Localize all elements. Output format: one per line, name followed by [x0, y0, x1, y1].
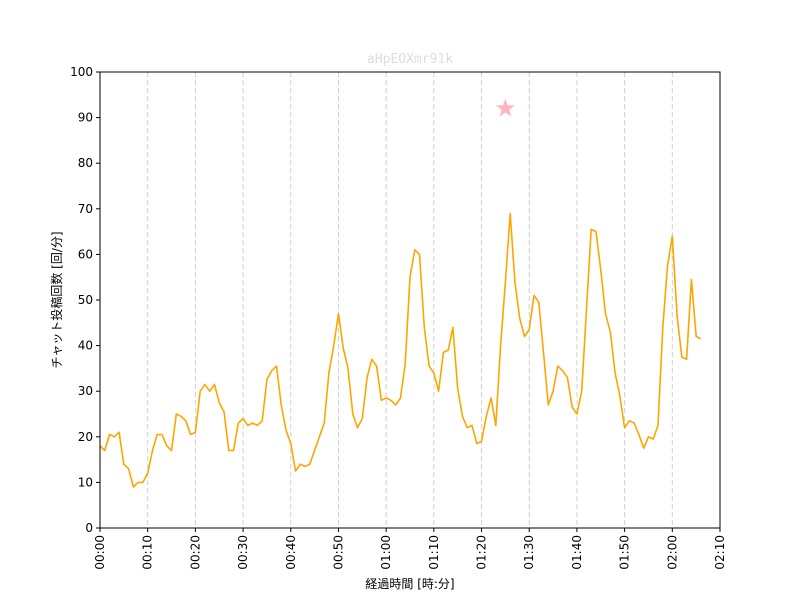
y-tick-label: 80 [78, 156, 93, 170]
y-tick-label: 50 [78, 293, 93, 307]
y-tick-label: 10 [78, 475, 93, 489]
y-tick-label: 60 [78, 247, 93, 261]
x-tick-label: 00:50 [331, 535, 345, 570]
vertical-grid [147, 72, 673, 528]
x-tick-label: 00:40 [284, 535, 298, 570]
y-axis-label: チャット投稿回数 [回/分] [49, 231, 64, 368]
series-group [99, 212, 702, 488]
y-tick-label: 70 [78, 202, 93, 216]
x-tick-label: 01:10 [427, 535, 441, 570]
x-tick-label: 02:00 [665, 535, 679, 570]
y-tick-label: 100 [70, 65, 93, 79]
x-tick-label: 00:10 [141, 535, 155, 570]
x-tick-label: 02:10 [713, 535, 727, 570]
chart-title: aHpEOXmr91k [367, 52, 453, 67]
x-tick-label: 01:40 [570, 535, 584, 570]
x-tick-label: 01:30 [522, 535, 536, 570]
star-marker [495, 98, 515, 117]
x-tick-label: 01:50 [618, 535, 632, 570]
x-axis-ticks: 00:00 00:10 00:20 00:30 00:40 00:50 01:00 01:10… [93, 528, 727, 570]
x-axis-label: 経過時間 [時:分] [365, 577, 454, 591]
x-tick-label: 01:20 [475, 535, 489, 570]
y-axis-ticks: 0 10 20 30 40 50 60 70 80 90 100 [70, 65, 100, 535]
y-tick-label: 40 [78, 339, 93, 353]
y-tick-label: 30 [78, 384, 93, 398]
y-tick-label: 0 [85, 521, 93, 535]
x-tick-label: 00:00 [93, 535, 107, 570]
y-tick-label: 90 [78, 111, 93, 125]
marker-group [495, 98, 515, 117]
x-tick-label: 01:00 [379, 535, 393, 570]
series-line [99, 212, 702, 488]
y-tick-label: 20 [78, 430, 93, 444]
x-tick-label: 00:20 [188, 535, 202, 570]
plot-frame [99, 71, 721, 529]
x-tick-label: 00:30 [236, 535, 250, 570]
